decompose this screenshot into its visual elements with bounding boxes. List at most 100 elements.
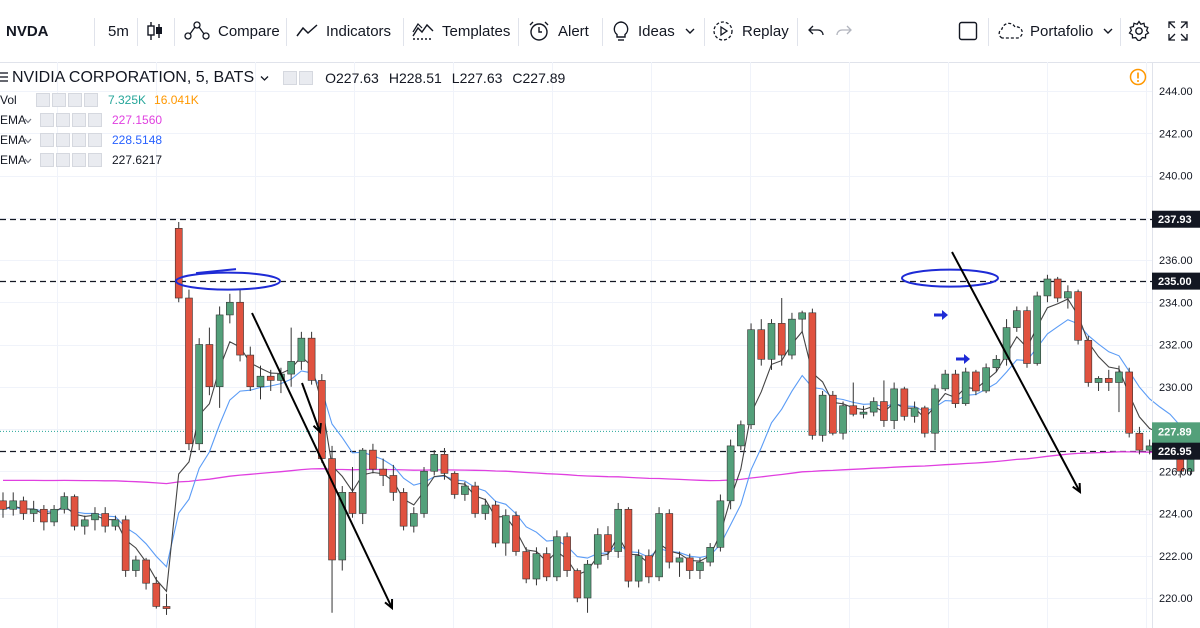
- candle-body: [50, 508, 58, 523]
- ema2-value: 228.5148: [112, 133, 163, 147]
- chevron-down-icon: [1103, 27, 1113, 35]
- plus-icon[interactable]: [72, 133, 86, 147]
- candle-body: [205, 344, 214, 388]
- candle-body: [430, 454, 439, 472]
- settings-button[interactable]: [1128, 0, 1150, 62]
- candle-body: [389, 475, 398, 493]
- ema-lines: [2, 298, 1200, 593]
- close-icon[interactable]: [88, 133, 102, 147]
- volume-label: Vol: [0, 93, 17, 107]
- interval-label: 5m: [108, 22, 129, 40]
- candle-body: [318, 380, 326, 459]
- candle-body: [788, 318, 796, 356]
- candle-body: [358, 449, 367, 514]
- close-icon[interactable]: [88, 113, 102, 127]
- expand-button[interactable]: [1168, 0, 1188, 62]
- candle-body: [951, 373, 960, 404]
- plus-icon[interactable]: [68, 93, 82, 107]
- compare-button[interactable]: Compare: [184, 0, 280, 62]
- close-icon[interactable]: [84, 93, 98, 107]
- ideas-button[interactable]: Ideas: [612, 0, 695, 62]
- gear-icon[interactable]: [56, 133, 70, 147]
- candle-body: [501, 515, 510, 544]
- candle-body: [1053, 278, 1062, 299]
- price-chart[interactable]: 244.00242.00240.00238.00236.00234.00232.…: [0, 62, 1200, 628]
- plus-icon[interactable]: [72, 113, 86, 127]
- ema3-value: 227.6217: [112, 153, 163, 167]
- price-tick-label: 242.00: [1159, 128, 1193, 140]
- price-tick-label: 240.00: [1159, 171, 1193, 183]
- candle-body: [1033, 295, 1042, 364]
- candle-body: [409, 513, 418, 527]
- candle-body: [195, 344, 203, 445]
- settings-mini-icon[interactable]: [299, 71, 314, 85]
- candle-body: [829, 394, 837, 434]
- eye-icon[interactable]: [283, 71, 298, 85]
- alert-label: Alert: [558, 22, 589, 40]
- chart-type-button[interactable]: [146, 0, 164, 62]
- compare-label: Compare: [218, 22, 280, 40]
- volume-ma-value: 16.041K: [154, 93, 199, 107]
- eye-icon[interactable]: [36, 93, 50, 107]
- open-value: O227.63: [325, 70, 379, 86]
- high-value: H228.51: [388, 70, 442, 86]
- eye-icon[interactable]: [40, 153, 54, 167]
- level-high-tag: 237.93: [1158, 214, 1192, 226]
- price-tick-label: 232.00: [1159, 340, 1193, 352]
- candle-body: [152, 582, 161, 607]
- chevron-down-icon[interactable]: [24, 113, 32, 127]
- redo-button[interactable]: [836, 0, 852, 62]
- candle-body: [890, 388, 898, 421]
- trend-arrow: [951, 251, 1081, 493]
- low-value: L227.63: [451, 70, 503, 86]
- gear-icon[interactable]: [52, 93, 66, 107]
- plus-icon[interactable]: [72, 153, 86, 167]
- candle-body: [992, 358, 1001, 369]
- ema1-legend: EMA 227.1560: [0, 110, 162, 130]
- candle-body: [1043, 278, 1052, 297]
- fullscreen-toggle[interactable]: [958, 0, 978, 62]
- candle-body: [818, 394, 827, 436]
- eye-icon[interactable]: [40, 113, 54, 127]
- candle-body: [593, 534, 602, 565]
- candle-body: [266, 375, 275, 381]
- candle-body: [1115, 371, 1123, 383]
- gear-icon[interactable]: [56, 153, 70, 167]
- expand-icon: [1168, 21, 1188, 41]
- ema2-label: EMA: [0, 133, 27, 147]
- volume-legend: Vol 7.325K 16.041K: [0, 90, 199, 110]
- indicators-button[interactable]: Indicators: [296, 0, 391, 62]
- candle-body: [665, 513, 674, 563]
- annotation-arrow-head: [942, 310, 948, 320]
- candle-body: [522, 551, 531, 580]
- candle-body: [420, 470, 428, 514]
- interval-button[interactable]: 5m: [108, 0, 129, 62]
- eye-icon[interactable]: [40, 133, 54, 147]
- volume-value: 7.325K: [108, 93, 147, 107]
- chevron-down-icon[interactable]: [24, 153, 32, 167]
- candle-body: [604, 534, 612, 552]
- warning-icon[interactable]: [1129, 68, 1147, 91]
- square-icon: [958, 21, 978, 41]
- trend-arrow-head: [1072, 482, 1082, 495]
- gear-icon[interactable]: [56, 113, 70, 127]
- candle-body: [0, 500, 7, 510]
- replay-button[interactable]: Replay: [712, 0, 789, 62]
- candle-body: [142, 559, 150, 584]
- trend-arrow: [301, 382, 321, 433]
- last-price-tag: 227.89: [1158, 426, 1192, 438]
- chevron-down-icon[interactable]: [24, 133, 32, 147]
- close-icon[interactable]: [88, 153, 102, 167]
- chevron-down-icon[interactable]: [260, 71, 269, 85]
- undo-button[interactable]: [808, 0, 824, 62]
- symbol-search[interactable]: NVDA: [6, 0, 49, 62]
- portfolio-button[interactable]: Portafolio: [996, 0, 1113, 62]
- hamburger-icon[interactable]: [0, 71, 8, 86]
- close-value: C227.89: [512, 70, 566, 86]
- candle-body: [972, 371, 980, 392]
- portfolio-label: Portafolio: [1030, 22, 1094, 40]
- alert-button[interactable]: Alert: [528, 0, 589, 62]
- candle-body: [9, 500, 18, 510]
- templates-button[interactable]: Templates: [412, 0, 510, 62]
- candle-body: [348, 492, 357, 514]
